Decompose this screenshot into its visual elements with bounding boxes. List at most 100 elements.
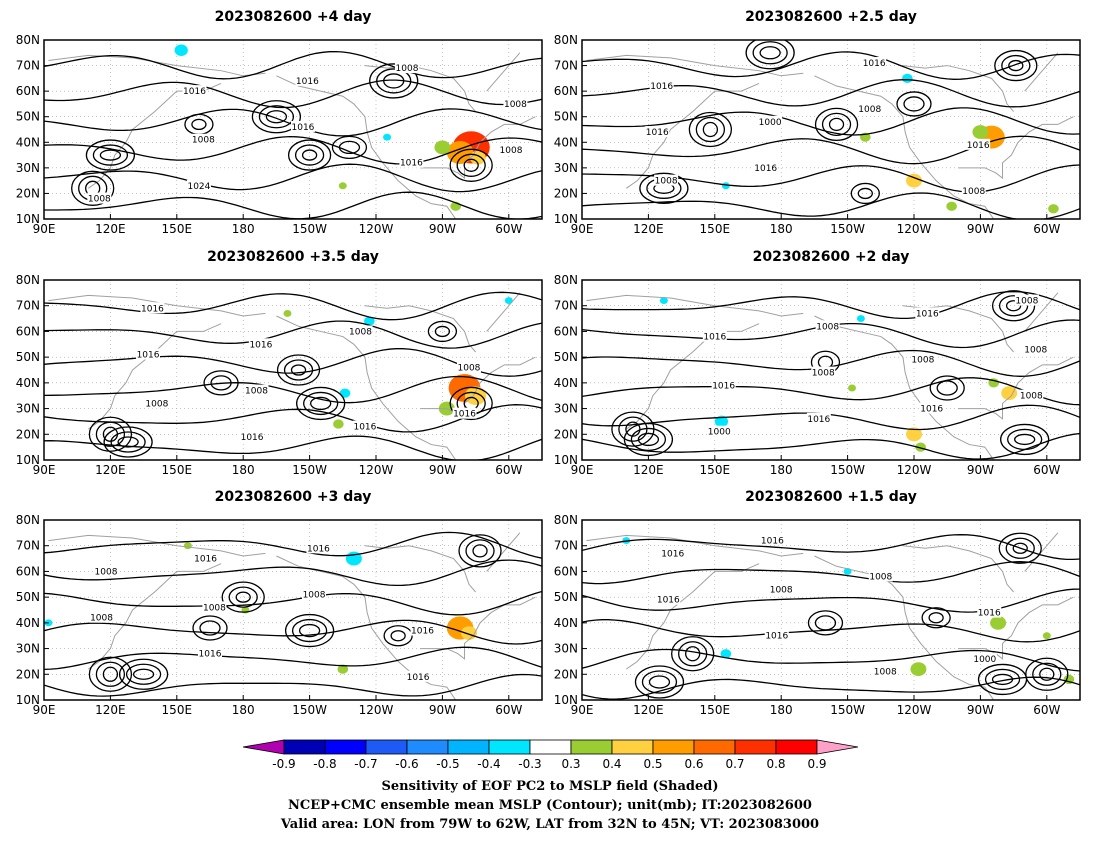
sensitivity-patch [906, 173, 922, 188]
pressure-center-contour [991, 290, 1036, 322]
lon-tick-label: 150E [162, 463, 193, 477]
isobar-contour [582, 534, 1080, 561]
colorbar-segment [242, 739, 285, 755]
panel-frame [43, 279, 543, 461]
contour-label: 1000 [708, 428, 731, 438]
lat-tick-label: 40N [16, 376, 40, 390]
sensitivity-patch [174, 44, 188, 56]
contour-label-bg [758, 115, 783, 127]
lon-tick-label: 90E [33, 703, 56, 717]
lon-tick-label: 180 [770, 463, 793, 477]
sensitivity-patch [714, 415, 729, 428]
map-area: 1008 1000 1016 1016 1016 1016 1008 1008 1016 [582, 40, 1080, 219]
contour-label-bg [961, 184, 986, 196]
colorbar-label: -0.9 [272, 757, 295, 771]
lat-tick-label: 50N [554, 350, 578, 364]
coastline [87, 323, 222, 430]
contour-label-bg [645, 126, 670, 138]
contour-label-bg [1019, 389, 1044, 401]
pressure-center-contour [1012, 542, 1028, 554]
colorbar-segment [283, 739, 326, 755]
lon-tick-label: 120W [897, 222, 932, 236]
lon-tick-label: 60W [1033, 222, 1060, 236]
lon-tick-label: 120W [897, 463, 932, 477]
lon-tick-label: 180 [770, 703, 793, 717]
contour-label: 1024 [187, 182, 210, 192]
sensitivity-patch [659, 297, 668, 305]
coastline [814, 315, 995, 460]
lon-tick-label: 120W [359, 703, 394, 717]
panel-title: 2023082600 +3.5 day [207, 249, 379, 265]
pressure-center-contour [695, 116, 726, 143]
pressure-center-contour [258, 105, 295, 129]
pressure-center-contour [857, 187, 873, 200]
coastline [364, 545, 476, 593]
pressure-center-contour [648, 675, 671, 689]
lat-tick-label: 10N [554, 212, 578, 226]
lat-tick-label: 30N [554, 642, 578, 656]
lon-tick-label: 120E [95, 463, 126, 477]
lat-tick-label: 10N [554, 453, 578, 467]
sensitivity-patch [915, 442, 926, 452]
pressure-center-contour [929, 375, 965, 401]
contour-label: 1016 [249, 340, 272, 350]
isobar-contour [582, 290, 1080, 320]
sensitivity-patch [946, 201, 957, 211]
lat-tick-label: 70N [554, 59, 578, 73]
lat-tick-label: 50N [16, 350, 40, 364]
panel-title: 2023082600 +3 day [215, 489, 372, 505]
contour-label-bg [760, 534, 785, 546]
lon-tick-label: 180 [232, 222, 255, 236]
lon-tick-label: 90W [967, 222, 994, 236]
colorbar-segment [611, 739, 654, 755]
colorbar-segment [447, 739, 490, 755]
lat-tick-label: 80N [16, 273, 40, 287]
contour-label-bg [93, 565, 118, 577]
lat-tick-label: 80N [554, 513, 578, 527]
lon-tick-label: 150E [700, 703, 731, 717]
pressure-center-contour [449, 148, 493, 182]
contour-label-bg [240, 430, 265, 442]
pressure-center-contour [369, 63, 419, 99]
sensitivity-patch [1042, 632, 1051, 640]
map-panel: 2023082600 +3.5 day100810161016100810161… [16, 249, 543, 477]
coastline [420, 596, 536, 660]
lat-tick-label: 60N [554, 324, 578, 338]
sensitivity-patch [364, 316, 375, 326]
lon-tick-label: 150W [830, 463, 865, 477]
coastline [625, 323, 760, 430]
panel-title: 2023082600 +4 day [215, 9, 372, 25]
pressure-center-contour [390, 630, 406, 642]
coastline [364, 305, 476, 353]
pressure-center-contour [994, 49, 1038, 82]
pressure-center-contour [752, 41, 788, 65]
colorbar-label: 0.5 [643, 757, 662, 771]
contour-label: 1008 [203, 603, 226, 613]
contour-label-bg [182, 85, 207, 97]
colorbar-label: -0.5 [436, 757, 459, 771]
lat-tick-label: 60N [16, 324, 40, 338]
pressure-center-contour [998, 532, 1042, 564]
caption-line-2: NCEP+CMC ensemble mean MSLP (Contour); u… [288, 798, 812, 813]
pressure-center-contour [456, 153, 486, 177]
pressure-center-contour [88, 416, 133, 452]
pressure-center-contour [99, 149, 122, 161]
contour-label: 1008 [816, 322, 839, 332]
contour-label: 1008 [874, 668, 897, 678]
pressure-center-contour [634, 665, 685, 699]
contour-label-bg [306, 542, 331, 554]
panel-frame [581, 39, 1081, 220]
pressure-center-contour [1032, 662, 1062, 686]
lon-tick-label: 150W [292, 463, 327, 477]
coastline [486, 532, 521, 572]
lat-tick-label: 80N [16, 33, 40, 47]
contour-label-bg [352, 420, 377, 432]
colorbar-label: 0.6 [684, 757, 703, 771]
pressure-center-contour [376, 68, 412, 94]
contour-label: 1016 [137, 351, 160, 361]
colorbar-label: -0.6 [395, 757, 418, 771]
contour-label-bg [140, 302, 165, 314]
colorbar-label: 0.3 [561, 757, 580, 771]
contour-label: 1008 [500, 146, 523, 156]
